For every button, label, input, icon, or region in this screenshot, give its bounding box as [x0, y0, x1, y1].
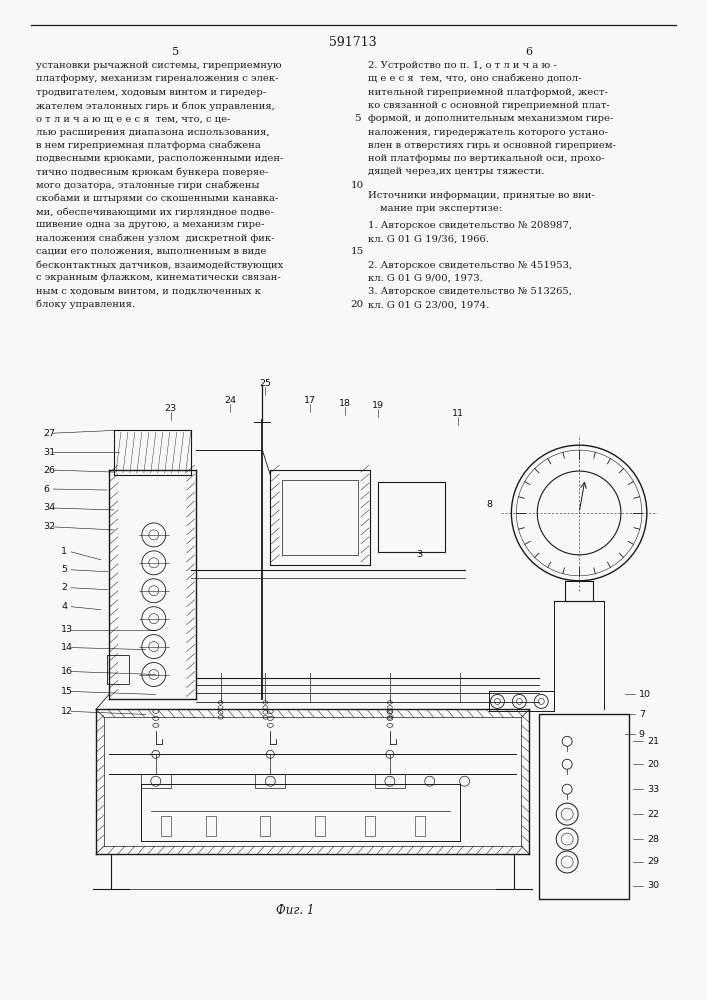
Text: ным с ходовым винтом, и подключенных к: ным с ходовым винтом, и подключенных к — [36, 287, 261, 296]
Text: 27: 27 — [43, 429, 55, 438]
Text: 33: 33 — [647, 785, 659, 794]
Text: в нем гиреприемная платформа снабжена: в нем гиреприемная платформа снабжена — [36, 141, 261, 150]
Text: наложения, гиредержатель которого устано-: наложения, гиредержатель которого устано… — [368, 128, 608, 137]
Text: влен в отверстиях гирь и основной гиреприем-: влен в отверстиях гирь и основной гирепр… — [368, 141, 616, 150]
Text: 15: 15 — [351, 247, 363, 256]
Text: нительной гиреприемной платформой, жест-: нительной гиреприемной платформой, жест- — [368, 88, 608, 97]
Bar — [107, 655, 129, 684]
Text: наложения снабжен узлом  дискретной фик-: наложения снабжен узлом дискретной фик- — [36, 234, 275, 243]
Bar — [375, 774, 405, 788]
Text: 23: 23 — [165, 404, 177, 413]
Text: 2: 2 — [61, 583, 67, 592]
Text: дящей через,их центры тяжести.: дящей через,их центры тяжести. — [368, 167, 544, 176]
Text: формой, и дополнительным механизмом гире-: формой, и дополнительным механизмом гире… — [368, 114, 613, 123]
Text: о т л и ч а ю щ е е с я  тем, что, с це-: о т л и ч а ю щ е е с я тем, что, с це- — [36, 114, 230, 123]
Text: 19: 19 — [372, 401, 384, 410]
Text: 16: 16 — [61, 667, 73, 676]
Text: 32: 32 — [43, 522, 55, 531]
Text: с экранным флажком, кинематически связан-: с экранным флажком, кинематически связан… — [36, 273, 281, 282]
Text: 11: 11 — [452, 409, 464, 418]
Text: ми, обеспечивающими их гирляндное подве-: ми, обеспечивающими их гирляндное подве- — [36, 207, 274, 217]
Text: 25: 25 — [259, 379, 271, 388]
Bar — [539, 714, 629, 899]
Bar — [282, 480, 358, 555]
Bar — [415, 816, 425, 836]
Bar — [160, 816, 170, 836]
Text: 31: 31 — [43, 448, 55, 457]
Text: 1: 1 — [61, 547, 67, 556]
Text: щ е е с я  тем, что, оно снабжено допол-: щ е е с я тем, что, оно снабжено допол- — [368, 74, 581, 83]
Text: 22: 22 — [647, 810, 659, 819]
Text: кл. G 01 G 9/00, 1973.: кл. G 01 G 9/00, 1973. — [368, 274, 483, 283]
Text: жателем эталонных гирь и блок управления,: жателем эталонных гирь и блок управления… — [36, 101, 275, 111]
Bar — [378, 482, 445, 552]
Text: 30: 30 — [647, 881, 659, 890]
Bar — [315, 816, 325, 836]
Text: Источники информации, принятые во вни-: Источники информации, принятые во вни- — [368, 191, 595, 200]
Bar — [141, 774, 170, 788]
Text: 15: 15 — [61, 687, 73, 696]
Text: 5: 5 — [61, 565, 67, 574]
Text: кл. G 01 G 23/00, 1974.: кл. G 01 G 23/00, 1974. — [368, 301, 489, 310]
Text: 3: 3 — [416, 550, 423, 559]
Text: тично подвесным крюкам бункера поверяе-: тично подвесным крюкам бункера поверяе- — [36, 167, 269, 177]
Text: 28: 28 — [647, 835, 659, 844]
Text: 12: 12 — [61, 707, 73, 716]
Text: 6: 6 — [526, 47, 533, 57]
Text: 1. Авторское свидетельство № 208987,: 1. Авторское свидетельство № 208987, — [368, 221, 572, 230]
Text: лью расширения диапазона использования,: лью расширения диапазона использования, — [36, 128, 270, 137]
Text: 6: 6 — [43, 485, 49, 494]
Text: скобами и штырями со скошенными канавка-: скобами и штырями со скошенными канавка- — [36, 194, 279, 203]
Text: 3. Авторское свидетельство № 513265,: 3. Авторское свидетельство № 513265, — [368, 287, 572, 296]
Text: 24: 24 — [225, 396, 236, 405]
Text: установки рычажной системы, гиреприемную: установки рычажной системы, гиреприемную — [36, 61, 282, 70]
Text: сации его положения, выполненным в виде: сации его положения, выполненным в виде — [36, 247, 267, 256]
Text: 5: 5 — [172, 47, 180, 57]
Text: ной платформы по вертикальной оси, прохо-: ной платформы по вертикальной оси, прохо… — [368, 154, 604, 163]
Text: 20: 20 — [647, 760, 659, 769]
Text: 2. Устройство по п. 1, о т л и ч а ю -: 2. Устройство по п. 1, о т л и ч а ю - — [368, 61, 556, 70]
Bar — [206, 816, 216, 836]
Text: 21: 21 — [647, 737, 659, 746]
Bar — [260, 816, 270, 836]
Text: 20: 20 — [351, 300, 363, 309]
Text: 34: 34 — [43, 503, 55, 512]
Text: 10: 10 — [639, 690, 651, 699]
Text: 591713: 591713 — [329, 36, 377, 49]
Text: Фиг. 1: Фиг. 1 — [276, 904, 315, 917]
Text: 17: 17 — [304, 396, 316, 405]
Text: кл. G 01 G 19/36, 1966.: кл. G 01 G 19/36, 1966. — [368, 234, 489, 243]
Text: 8: 8 — [486, 500, 493, 509]
Text: 26: 26 — [43, 466, 55, 475]
Text: бесконтактных датчиков, взаимодействующих: бесконтактных датчиков, взаимодействующи… — [36, 260, 284, 270]
Text: 9: 9 — [639, 730, 645, 739]
Text: 10: 10 — [351, 181, 363, 190]
Text: блоку управления.: блоку управления. — [36, 300, 135, 309]
Text: 18: 18 — [339, 399, 351, 408]
Bar — [365, 816, 375, 836]
Text: 13: 13 — [61, 625, 74, 634]
Text: подвесными крюками, расположенными иден-: подвесными крюками, расположенными иден- — [36, 154, 284, 163]
Text: тродвигателем, ходовым винтом и гиредер-: тродвигателем, ходовым винтом и гиредер- — [36, 88, 267, 97]
Text: 5: 5 — [354, 114, 361, 123]
Text: 2. Авторское свидетельство № 451953,: 2. Авторское свидетельство № 451953, — [368, 261, 572, 270]
Text: 14: 14 — [61, 643, 73, 652]
Bar — [255, 774, 285, 788]
Text: 4: 4 — [61, 602, 67, 611]
Text: 29: 29 — [647, 857, 659, 866]
Text: ко связанной с основной гиреприемной плат-: ко связанной с основной гиреприемной пла… — [368, 101, 610, 110]
Text: платформу, механизм гиреналожения с элек-: платформу, механизм гиреналожения с элек… — [36, 74, 279, 83]
Text: мание при экспертизе:: мание при экспертизе: — [380, 204, 502, 213]
Text: шивение одна за другою, а механизм гире-: шивение одна за другою, а механизм гире- — [36, 220, 264, 229]
Text: мого дозатора, эталонные гири снабжены: мого дозатора, эталонные гири снабжены — [36, 181, 259, 190]
Text: 7: 7 — [639, 710, 645, 719]
